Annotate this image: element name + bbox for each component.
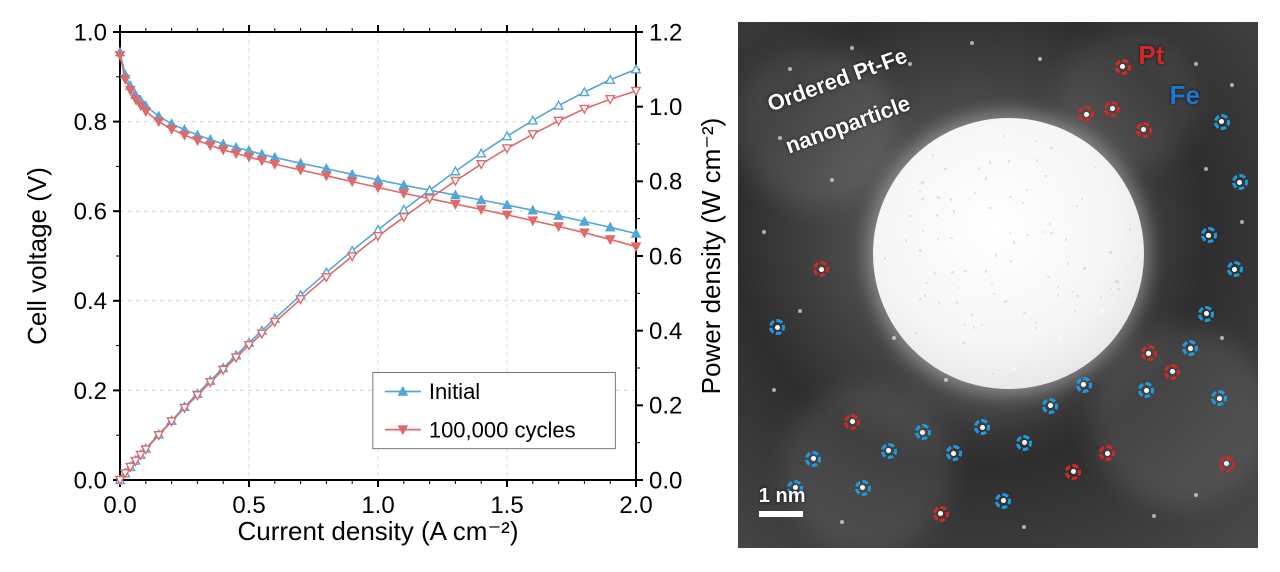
tem-micrograph: PtFeOrdered Pt-Fenanoparticle1 nm (738, 22, 1258, 548)
fe-atom-marker (881, 443, 897, 459)
pt-atom-marker (933, 506, 949, 522)
pt-atom-marker (813, 261, 829, 277)
svg-text:0.8: 0.8 (74, 109, 107, 136)
polarization-chart: 0.00.51.01.52.00.00.20.40.60.81.00.00.20… (24, 6, 732, 554)
svg-text:0.8: 0.8 (649, 169, 682, 196)
fe-atom-marker (1201, 227, 1217, 243)
fe-atom-marker (946, 445, 962, 461)
fe-atom-marker (805, 451, 821, 467)
svg-text:Cell voltage (V): Cell voltage (V) (24, 167, 52, 345)
svg-text:1.2: 1.2 (649, 19, 682, 46)
figure-root: 0.00.51.01.52.00.00.20.40.60.81.00.00.20… (0, 0, 1280, 572)
svg-text:100,000 cycles: 100,000 cycles (429, 417, 576, 442)
fe-atom-marker (1042, 398, 1058, 414)
svg-text:0.0: 0.0 (74, 467, 107, 494)
scalebar (759, 511, 803, 517)
pt-atom-marker (1115, 59, 1131, 75)
svg-text:0.0: 0.0 (649, 467, 682, 494)
fe-atom-marker (995, 493, 1011, 509)
svg-text:0.2: 0.2 (649, 393, 682, 420)
fe-atom-marker (769, 319, 785, 335)
svg-text:1.5: 1.5 (490, 492, 523, 519)
fe-atom-marker (974, 419, 990, 435)
fe-atom-marker (1227, 261, 1243, 277)
svg-text:0.6: 0.6 (649, 243, 682, 270)
svg-text:0.2: 0.2 (74, 378, 107, 405)
nanoparticle (873, 118, 1143, 388)
pt-atom-marker (1219, 456, 1235, 472)
scalebar-label: 1 nm (759, 485, 806, 508)
svg-text:2.0: 2.0 (619, 492, 652, 519)
micrograph-label: Pt (1138, 40, 1164, 71)
pt-atom-marker (1136, 122, 1152, 138)
fe-atom-marker (1198, 306, 1214, 322)
svg-text:1.0: 1.0 (649, 94, 682, 121)
svg-text:0.6: 0.6 (74, 199, 107, 226)
svg-text:1.0: 1.0 (361, 492, 394, 519)
pt-atom-marker (1164, 364, 1180, 380)
svg-text:1.0: 1.0 (74, 19, 107, 46)
pt-atom-marker (1065, 464, 1081, 480)
micrograph-label: Fe (1170, 80, 1200, 111)
svg-text:0.5: 0.5 (232, 492, 265, 519)
svg-text:Current density (A cm⁻²): Current density (A cm⁻²) (237, 516, 518, 546)
fe-atom-marker (1214, 114, 1230, 130)
svg-text:0.4: 0.4 (74, 288, 107, 315)
svg-text:0.4: 0.4 (649, 318, 682, 345)
svg-text:0.0: 0.0 (103, 492, 136, 519)
fe-atom-marker (1016, 435, 1032, 451)
fe-atom-marker (1076, 377, 1092, 393)
fe-atom-marker (855, 480, 871, 496)
fe-atom-marker (1232, 174, 1248, 190)
fe-atom-marker (1211, 390, 1227, 406)
svg-text:Power density (W cm⁻²): Power density (W cm⁻²) (696, 118, 726, 395)
svg-text:Initial: Initial (429, 379, 480, 404)
fe-atom-marker (915, 424, 931, 440)
